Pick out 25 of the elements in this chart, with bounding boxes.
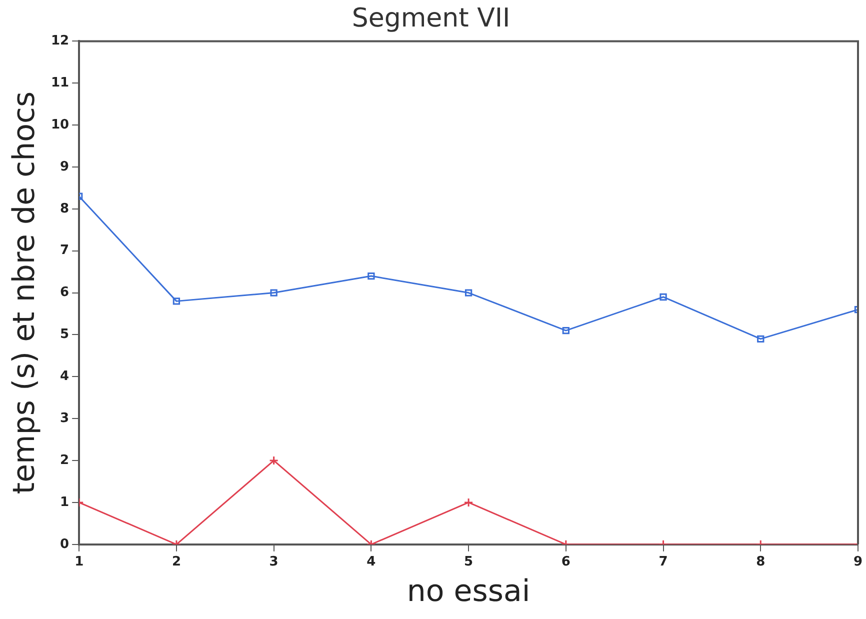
y-tick-label: 5	[60, 327, 70, 342]
x-tick-label: 7	[658, 554, 668, 570]
x-axis-title: no essai	[406, 574, 530, 609]
chart-title: Segment VII	[352, 3, 510, 34]
y-axis-title: temps (s) et nbre de chocs	[6, 91, 42, 494]
y-tick-label: 4	[60, 369, 70, 384]
y-tick-label: 6	[60, 285, 70, 300]
y-tick-label: 9	[60, 159, 70, 174]
y-tick-label: 1	[60, 494, 70, 510]
x-tick-label: 5	[464, 554, 474, 570]
y-tick-label: 8	[60, 201, 70, 216]
x-tick-label: 3	[269, 554, 278, 570]
y-tick-label: 3	[60, 410, 70, 426]
y-tick-label: 0	[60, 536, 70, 552]
x-tick-label: 6	[561, 554, 570, 570]
y-tick-label: 10	[50, 117, 70, 132]
x-tick-label: 2	[172, 554, 181, 570]
x-tick-label: 9	[853, 554, 863, 570]
y-tick-label: 7	[60, 243, 70, 258]
x-tick-label: 8	[756, 554, 766, 570]
x-tick-label: 1	[74, 554, 84, 570]
y-tick-label: 12	[50, 34, 70, 49]
y-tick-label: 2	[60, 452, 70, 468]
y-tick-label: 11	[50, 76, 70, 91]
x-tick-label: 4	[366, 554, 376, 570]
